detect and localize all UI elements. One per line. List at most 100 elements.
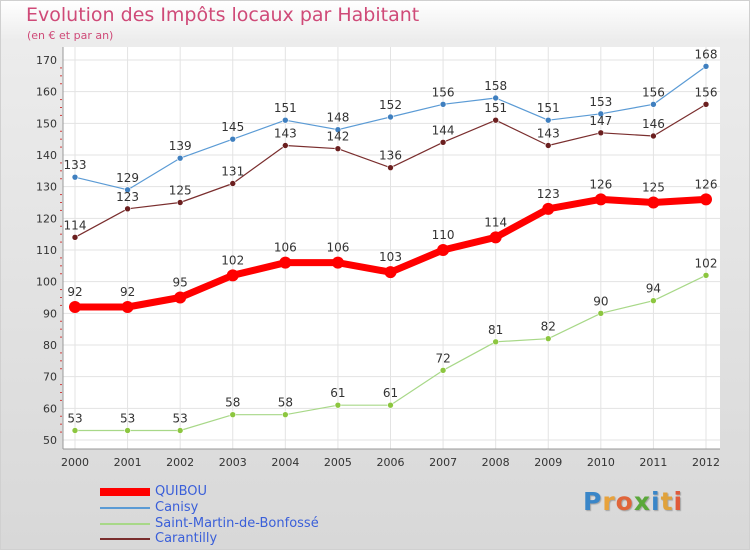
data-point-carantilly [71, 234, 79, 241]
data-point-saint-martin-de-bonfoss- [702, 272, 710, 279]
logo-letter: i [651, 487, 661, 516]
data-label-canisy: 158 [484, 79, 507, 93]
data-point-carantilly [387, 164, 394, 171]
x-tick-label: 2010 [587, 456, 615, 469]
data-label-saint-martin-de-bonfoss-: 81 [488, 323, 503, 337]
data-label-quibou: 114 [484, 215, 507, 229]
data-label-carantilly: 136 [379, 149, 402, 163]
logo-letter: i [673, 487, 684, 516]
data-label-carantilly: 143 [537, 127, 560, 141]
data-label-quibou: 92 [67, 285, 82, 299]
data-point-quibou [226, 269, 239, 282]
data-point-quibou [279, 256, 292, 269]
data-label-canisy: 139 [169, 139, 192, 153]
data-label-quibou: 123 [537, 187, 560, 201]
data-point-quibou [437, 244, 450, 256]
data-label-quibou: 106 [274, 241, 297, 255]
y-tick-label: 50 [43, 434, 57, 447]
legend-swatch-saint-martin [100, 523, 150, 525]
x-tick-label: 2005 [324, 456, 352, 469]
x-tick-label: 2007 [429, 456, 457, 469]
chart-title: Evolution des Impôts locaux par Habitant [26, 4, 420, 26]
data-label-saint-martin-de-bonfoss-: 53 [67, 412, 82, 426]
data-point-canisy [387, 113, 394, 121]
data-label-carantilly: 131 [221, 165, 244, 179]
data-point-carantilly [176, 199, 184, 206]
data-label-saint-martin-de-bonfoss-: 61 [383, 386, 398, 400]
data-label-saint-martin-de-bonfoss-: 53 [173, 412, 188, 426]
data-label-saint-martin-de-bonfoss-: 58 [225, 396, 240, 410]
data-label-saint-martin-de-bonfoss-: 90 [593, 294, 608, 308]
data-point-canisy [282, 116, 289, 124]
data-label-carantilly: 114 [64, 218, 87, 232]
data-label-carantilly: 143 [274, 127, 297, 141]
data-label-canisy: 148 [326, 111, 349, 125]
data-label-saint-martin-de-bonfoss-: 82 [541, 320, 556, 334]
data-point-saint-martin-de-bonfoss- [544, 335, 552, 342]
proxiti-logo: Proxiti [583, 487, 683, 516]
data-point-carantilly [544, 142, 552, 149]
data-label-carantilly: 144 [432, 123, 455, 137]
data-label-carantilly: 142 [326, 130, 349, 144]
data-point-canisy [650, 101, 657, 108]
data-point-canisy [229, 135, 237, 143]
data-point-quibou [647, 196, 660, 209]
y-tick-label: 170 [36, 54, 57, 67]
y-tick-label: 70 [43, 371, 57, 384]
data-point-quibou [594, 193, 607, 206]
logo-letter: x [633, 487, 651, 516]
legend-label-canisy: Canisy [155, 500, 199, 515]
data-point-canisy [176, 154, 184, 162]
data-label-canisy: 156 [432, 85, 455, 99]
data-point-carantilly [492, 116, 499, 124]
data-point-carantilly [439, 139, 447, 146]
y-tick-label: 90 [43, 307, 57, 320]
data-point-quibou [489, 231, 502, 244]
data-point-saint-martin-de-bonfoss- [71, 427, 79, 434]
data-label-quibou: 92 [120, 285, 135, 299]
logo-letter: P [583, 487, 603, 516]
data-point-carantilly [334, 145, 342, 152]
data-label-saint-martin-de-bonfoss-: 61 [330, 386, 345, 400]
y-tick-label: 160 [36, 86, 57, 99]
data-point-quibou [700, 193, 712, 206]
data-label-canisy: 152 [379, 98, 402, 112]
data-point-saint-martin-de-bonfoss- [597, 310, 605, 317]
data-point-saint-martin-de-bonfoss- [387, 401, 394, 409]
x-tick-label: 2003 [219, 456, 247, 469]
data-label-quibou: 110 [432, 228, 455, 242]
data-point-canisy [597, 110, 605, 118]
y-tick-label: 60 [43, 402, 57, 415]
x-tick-label: 2009 [534, 456, 562, 469]
logo-letter: o [615, 487, 634, 516]
x-tick-label: 2002 [166, 456, 194, 469]
chart-subtitle: (en € et par an) [27, 29, 114, 42]
data-point-carantilly [702, 101, 710, 108]
data-label-canisy: 151 [274, 101, 297, 115]
data-point-saint-martin-de-bonfoss- [176, 427, 184, 434]
data-point-quibou [384, 266, 397, 279]
data-point-canisy [702, 63, 710, 70]
data-label-saint-martin-de-bonfoss-: 102 [695, 256, 718, 270]
data-label-carantilly: 123 [116, 190, 139, 204]
legend-label-saint-martin: Saint-Martin-de-Bonfossé [155, 516, 319, 531]
data-point-canisy [492, 94, 499, 102]
x-tick-label: 2008 [482, 456, 510, 469]
x-tick-label: 2012 [692, 456, 720, 469]
data-label-saint-martin-de-bonfoss-: 72 [435, 351, 450, 365]
y-tick-label: 130 [36, 181, 57, 194]
data-point-carantilly [597, 129, 605, 137]
data-label-carantilly: 151 [484, 101, 507, 115]
data-point-saint-martin-de-bonfoss- [334, 401, 342, 409]
data-label-carantilly: 125 [169, 184, 192, 198]
data-point-saint-martin-de-bonfoss- [124, 427, 131, 434]
data-point-canisy [439, 101, 447, 108]
data-point-quibou [69, 301, 81, 313]
data-point-canisy [124, 186, 131, 194]
data-label-canisy: 151 [537, 101, 560, 115]
y-tick-label: 140 [36, 149, 57, 162]
data-label-canisy: 156 [642, 85, 665, 99]
data-point-canisy [334, 126, 342, 133]
data-point-carantilly [282, 142, 289, 149]
